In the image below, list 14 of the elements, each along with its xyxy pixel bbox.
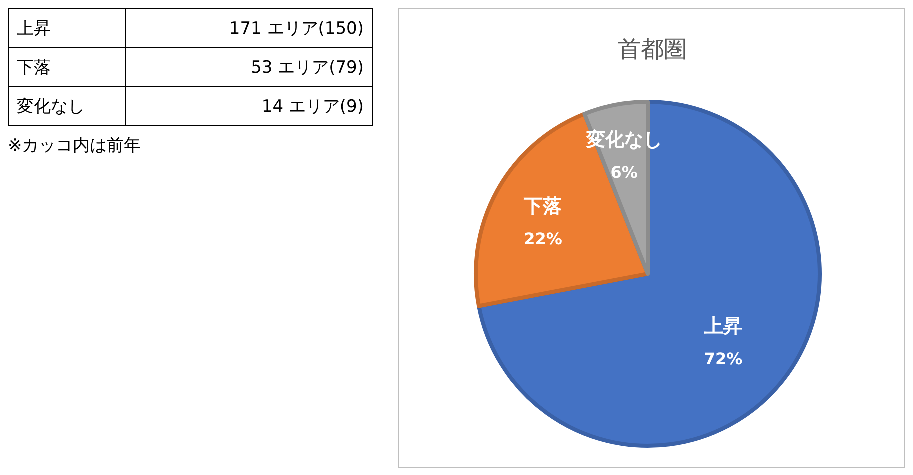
text: 171 エリア(150): [126, 8, 372, 48]
chart-title: 首都圏: [618, 37, 687, 63]
data-label: 22%: [524, 229, 562, 248]
text: 変化なし: [8, 86, 126, 126]
slice-label: 上昇: [704, 315, 743, 338]
data-label: 6%: [610, 162, 638, 182]
data-label: 72%: [704, 349, 743, 368]
text: 下落: [8, 48, 126, 86]
pie-slice: [477, 100, 822, 448]
text: 上昇: [8, 8, 126, 48]
text: 14 エリア(9): [126, 86, 372, 126]
slice-label: 下落: [523, 195, 562, 218]
text: ※カッコ内は前年: [8, 135, 142, 157]
text: 53 エリア(79): [126, 48, 372, 86]
